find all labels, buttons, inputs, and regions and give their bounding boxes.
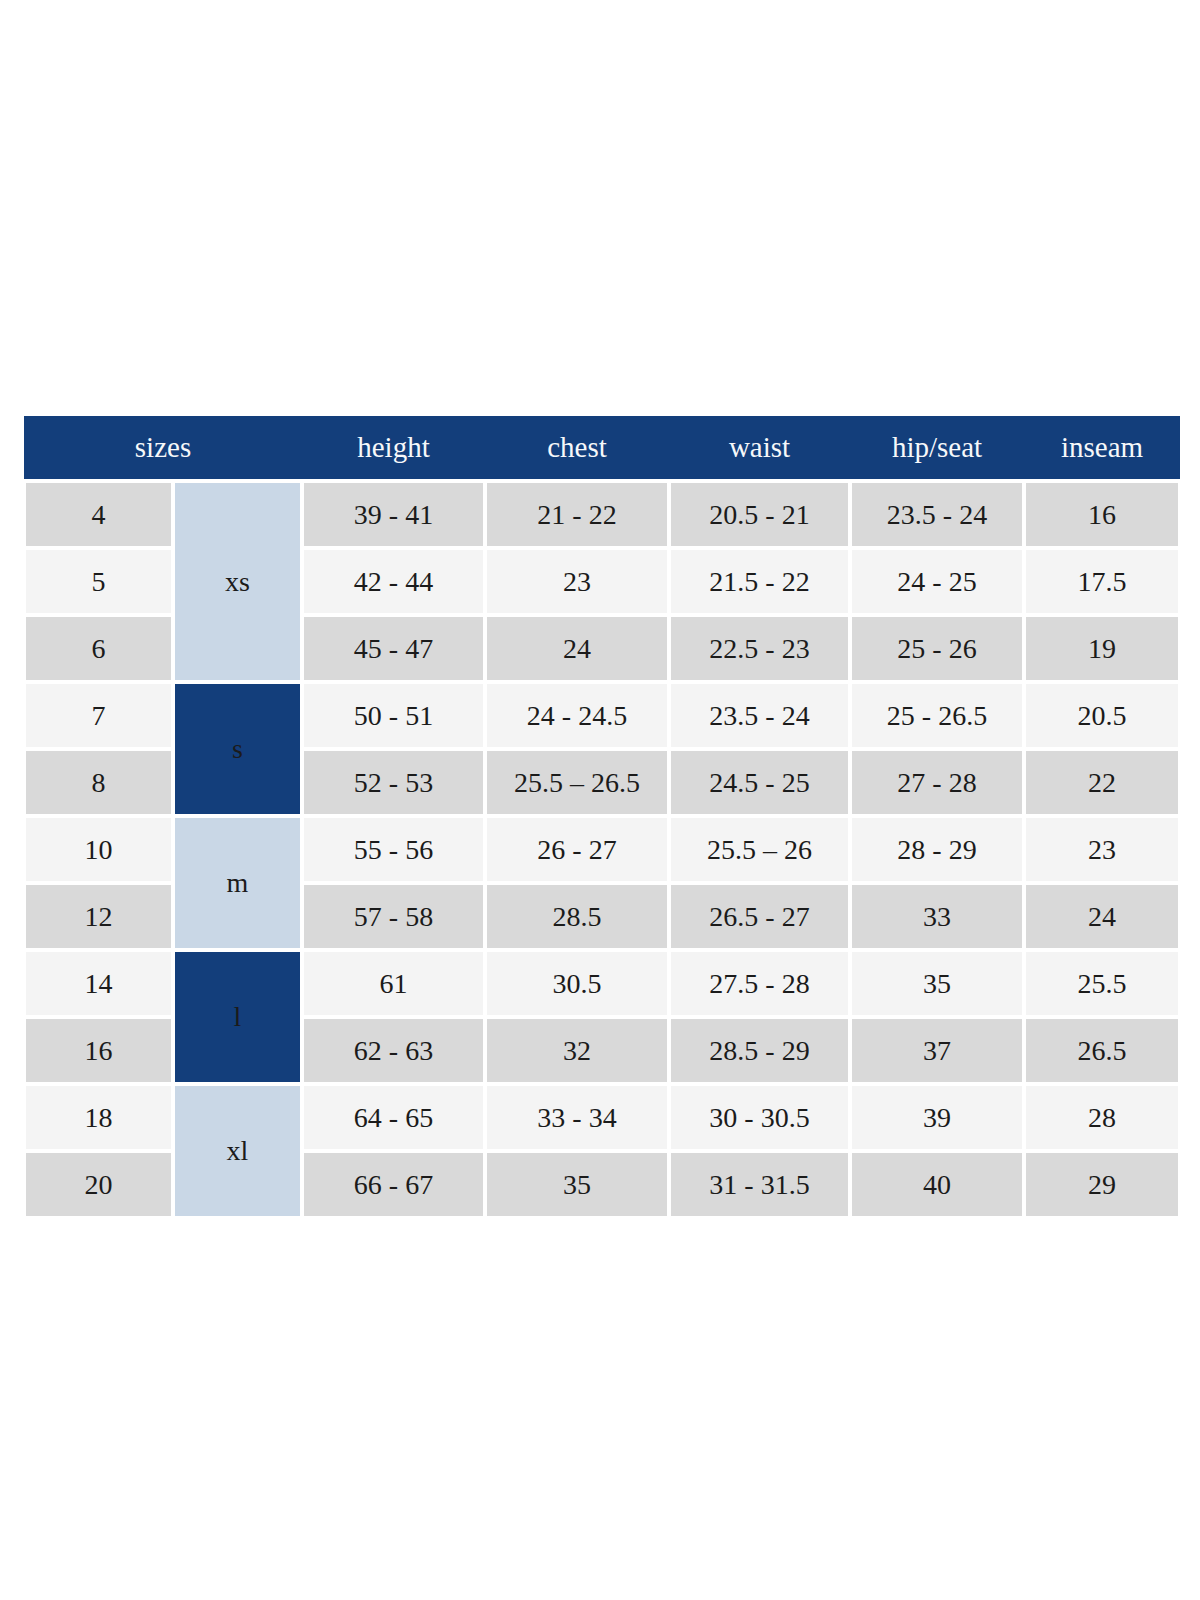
size-cell: 5	[24, 548, 173, 615]
hip-seat-cell: 33	[850, 883, 1024, 950]
inseam-cell: 28	[1024, 1084, 1180, 1151]
inseam-cell: 26.5	[1024, 1017, 1180, 1084]
height-cell: 61	[302, 950, 485, 1017]
size-cell: 14	[24, 950, 173, 1017]
height-cell: 45 - 47	[302, 615, 485, 682]
height-cell: 42 - 44	[302, 548, 485, 615]
size-cell: 6	[24, 615, 173, 682]
chest-cell: 30.5	[485, 950, 669, 1017]
group-cell-l: l	[173, 950, 302, 1084]
hip-seat-cell: 27 - 28	[850, 749, 1024, 816]
waist-cell: 27.5 - 28	[669, 950, 850, 1017]
inseam-cell: 24	[1024, 883, 1180, 950]
hip-seat-cell: 28 - 29	[850, 816, 1024, 883]
height-cell: 52 - 53	[302, 749, 485, 816]
waist-cell: 26.5 - 27	[669, 883, 850, 950]
size-cell: 4	[24, 481, 173, 548]
hip-seat-cell: 39	[850, 1084, 1024, 1151]
waist-cell: 28.5 - 29	[669, 1017, 850, 1084]
inseam-cell: 19	[1024, 615, 1180, 682]
hip-seat-cell: 25 - 26	[850, 615, 1024, 682]
group-cell-xs: xs	[173, 481, 302, 682]
table-row-size-7: 7 s 50 - 51 24 - 24.5 23.5 - 24 25 - 26.…	[24, 682, 1180, 749]
size-cell: 12	[24, 883, 173, 950]
waist-cell: 20.5 - 21	[669, 481, 850, 548]
waist-cell: 30 - 30.5	[669, 1084, 850, 1151]
size-cell: 7	[24, 682, 173, 749]
hip-seat-cell: 35	[850, 950, 1024, 1017]
header-row: sizes height chest waist hip/seat inseam	[24, 416, 1180, 481]
height-cell: 55 - 56	[302, 816, 485, 883]
column-header-waist: waist	[669, 416, 850, 481]
size-cell: 18	[24, 1084, 173, 1151]
table-row-size-18: 18 xl 64 - 65 33 - 34 30 - 30.5 39 28	[24, 1084, 1180, 1151]
size-cell: 16	[24, 1017, 173, 1084]
height-cell: 62 - 63	[302, 1017, 485, 1084]
inseam-cell: 23	[1024, 816, 1180, 883]
inseam-cell: 25.5	[1024, 950, 1180, 1017]
size-chart: sizes height chest waist hip/seat inseam…	[22, 416, 1182, 1220]
column-header-height: height	[302, 416, 485, 481]
waist-cell: 22.5 - 23	[669, 615, 850, 682]
group-cell-m: m	[173, 816, 302, 950]
hip-seat-cell: 25 - 26.5	[850, 682, 1024, 749]
chest-cell: 35	[485, 1151, 669, 1218]
chest-cell: 26 - 27	[485, 816, 669, 883]
inseam-cell: 16	[1024, 481, 1180, 548]
hip-seat-cell: 40	[850, 1151, 1024, 1218]
hip-seat-cell: 23.5 - 24	[850, 481, 1024, 548]
size-cell: 10	[24, 816, 173, 883]
chest-cell: 24	[485, 615, 669, 682]
hip-seat-cell: 24 - 25	[850, 548, 1024, 615]
waist-cell: 23.5 - 24	[669, 682, 850, 749]
group-cell-xl: xl	[173, 1084, 302, 1218]
chest-cell: 33 - 34	[485, 1084, 669, 1151]
chest-cell: 25.5 – 26.5	[485, 749, 669, 816]
inseam-cell: 17.5	[1024, 548, 1180, 615]
height-cell: 66 - 67	[302, 1151, 485, 1218]
chest-cell: 21 - 22	[485, 481, 669, 548]
chest-cell: 32	[485, 1017, 669, 1084]
size-cell: 20	[24, 1151, 173, 1218]
height-cell: 39 - 41	[302, 481, 485, 548]
group-cell-s: s	[173, 682, 302, 816]
inseam-cell: 22	[1024, 749, 1180, 816]
inseam-cell: 20.5	[1024, 682, 1180, 749]
waist-cell: 21.5 - 22	[669, 548, 850, 615]
column-header-hip-seat: hip/seat	[850, 416, 1024, 481]
hip-seat-cell: 37	[850, 1017, 1024, 1084]
column-header-chest: chest	[485, 416, 669, 481]
column-header-inseam: inseam	[1024, 416, 1180, 481]
table-row-size-10: 10 m 55 - 56 26 - 27 25.5 – 26 28 - 29 2…	[24, 816, 1180, 883]
inseam-cell: 29	[1024, 1151, 1180, 1218]
column-header-sizes: sizes	[24, 416, 302, 481]
table-row-size-4: 4 xs 39 - 41 21 - 22 20.5 - 21 23.5 - 24…	[24, 481, 1180, 548]
chest-cell: 23	[485, 548, 669, 615]
waist-cell: 31 - 31.5	[669, 1151, 850, 1218]
waist-cell: 25.5 – 26	[669, 816, 850, 883]
height-cell: 57 - 58	[302, 883, 485, 950]
size-chart-table: sizes height chest waist hip/seat inseam…	[22, 416, 1182, 1220]
height-cell: 50 - 51	[302, 682, 485, 749]
chest-cell: 24 - 24.5	[485, 682, 669, 749]
height-cell: 64 - 65	[302, 1084, 485, 1151]
chest-cell: 28.5	[485, 883, 669, 950]
size-cell: 8	[24, 749, 173, 816]
table-row-size-14: 14 l 61 30.5 27.5 - 28 35 25.5	[24, 950, 1180, 1017]
waist-cell: 24.5 - 25	[669, 749, 850, 816]
